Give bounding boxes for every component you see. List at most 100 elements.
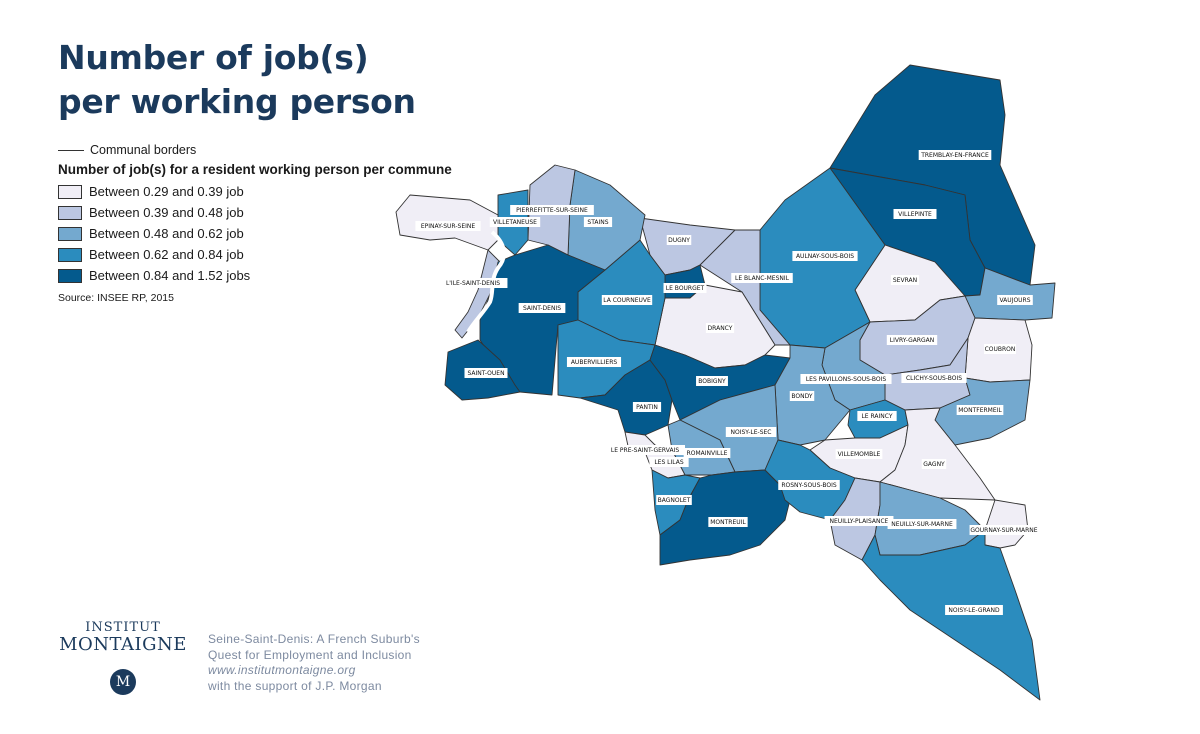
label-bg-les-pavillons-sous-bois: [800, 374, 892, 384]
label-villemomble: VILLEMOMBLE: [838, 451, 881, 458]
label-bagnolet: BAGNOLET: [658, 497, 691, 504]
label-aubervilliers: AUBERVILLIERS: [571, 359, 618, 366]
credit-line-1: Seine-Saint-Denis: A French Suburb's: [208, 632, 420, 646]
institut-montaigne-logo: INSTITUT MONTAIGNE M: [58, 620, 188, 695]
legend-item: Between 0.84 and 1.52 jobs: [58, 265, 452, 286]
label-montfermeil: MONTFERMEIL: [958, 407, 1002, 414]
credit-line-2: Quest for Employment and Inclusion: [208, 647, 412, 662]
legend-item-label: Between 0.48 and 0.62 job: [89, 226, 244, 241]
label-les-lilas: LES LILAS: [654, 459, 684, 466]
label-clichy-sous-bois: CLICHY-SOUS-BOIS: [906, 375, 962, 382]
map-title: Number of job(s) per working person: [58, 36, 416, 124]
label-bg-romainville: [683, 448, 731, 458]
label-bg-neuilly-plaisance: [824, 516, 894, 526]
legend-item: Between 0.29 and 0.39 job: [58, 181, 452, 202]
legend: Communal borders Number of job(s) for a …: [58, 142, 452, 304]
label-rosny-sous-bois: ROSNY-SOUS-BOIS: [781, 482, 836, 489]
label-bg-sevran: [890, 275, 920, 285]
logo-line-2: MONTAIGNE: [59, 634, 187, 655]
label-noisy-le-sec: NOISY-LE-SEC: [731, 429, 772, 436]
publication-credit: Seine-Saint-Denis: A French Suburb's Que…: [208, 632, 420, 694]
label-bg-montfermeil: [956, 405, 1004, 415]
credit-line-4: with the support of J.P. Morgan: [208, 678, 382, 693]
label-le-blanc-mesnil: LE BLANC-MESNIL: [735, 275, 790, 282]
legend-item-label: Between 0.84 and 1.52 jobs: [89, 268, 251, 283]
title-line-2: per working person: [58, 82, 416, 121]
label-l-ile-saint-denis: L'ILE-SAINT-DENIS: [446, 280, 500, 287]
label-livry-gargan: LIVRY-GARGAN: [890, 337, 935, 344]
legend-item-label: Between 0.39 and 0.48 job: [89, 205, 244, 220]
source-note: Source: INSEE RP, 2015: [58, 292, 174, 304]
label-bg-vaujours: [997, 295, 1033, 305]
label-bg-le-bourget: [663, 283, 707, 293]
legend-swatch: [58, 247, 82, 262]
label-bg-aubervilliers: [566, 357, 622, 367]
label-bg-montreuil: [708, 517, 748, 527]
label-bg-les-lilas: [649, 457, 689, 467]
label-bg-gagny: [921, 459, 947, 469]
label-aulnay-sous-bois: AULNAY-SOUS-BOIS: [796, 253, 854, 260]
label-tremblay-en-france: TREMBLAY-EN-FRANCE: [920, 152, 989, 159]
label-drancy: DRANCY: [708, 325, 733, 332]
label-romainville: ROMAINVILLE: [687, 450, 728, 457]
label-bg-livry-gargan: [886, 335, 938, 345]
label-bg-tremblay-en-france: [918, 150, 992, 160]
label-le-raincy: LE RAINCY: [861, 413, 892, 420]
label-bg-saint-denis: [518, 303, 566, 313]
label-bg-villemomble: [835, 449, 883, 459]
label-bg-le-blanc-mesnil: [731, 273, 793, 283]
label-le-bourget: LE BOURGET: [666, 285, 705, 292]
label-noisy-le-grand: NOISY-LE-GRAND: [948, 607, 1000, 614]
label-bg-clichy-sous-bois: [901, 373, 967, 383]
label-bg-bagnolet: [656, 495, 692, 505]
legend-item-label: Between 0.62 and 0.84 job: [89, 247, 244, 262]
label-bg-noisy-le-grand: [945, 605, 1003, 615]
label-bg-pierrefitte-sur-seine: [510, 205, 594, 215]
legend-subtitle: Number of job(s) for a resident working …: [58, 162, 452, 177]
label-bg-villetaneuse: [489, 217, 541, 227]
label-bg-rosny-sous-bois: [778, 480, 840, 490]
logo-emblem-icon: M: [110, 669, 136, 695]
legend-swatch: [58, 184, 82, 199]
label-pierrefitte-sur-seine: PIERREFITTE-SUR-SEINE: [516, 207, 588, 214]
label-neuilly-sur-marne: NEUILLY-SUR-MARNE: [891, 521, 953, 528]
label-stains: STAINS: [587, 219, 608, 226]
label-la-courneuve: LA COURNEUVE: [603, 297, 651, 304]
label-bg-pantin: [632, 402, 662, 412]
label-sevran: SEVRAN: [893, 277, 917, 284]
legend-item: Between 0.39 and 0.48 job: [58, 202, 452, 223]
label-bg-la-courneuve: [601, 295, 653, 305]
label-vaujours: VAUJOURS: [999, 297, 1030, 304]
label-bg-dugny: [666, 235, 692, 245]
legend-items: Between 0.29 and 0.39 job Between 0.39 an…: [58, 181, 452, 286]
label-bg-drancy: [705, 323, 735, 333]
label-dugny: DUGNY: [668, 237, 690, 244]
legend-item: Between 0.48 and 0.62 job: [58, 223, 452, 244]
legend-swatch: [58, 226, 82, 241]
label-pantin: PANTIN: [636, 404, 658, 411]
label-saint-ouen: SAINT-OUEN: [467, 370, 504, 377]
commune-labels: TREMBLAY-EN-FRANCE VILLEPINTE SEVRAN VAUJOU…: [415, 150, 1039, 615]
label-bg-l-ile-saint-denis: [438, 278, 508, 288]
legend-item: Between 0.62 and 0.84 job: [58, 244, 452, 265]
label-montreuil: MONTREUIL: [710, 519, 746, 526]
legend-swatch: [58, 268, 82, 283]
label-bg-saint-ouen: [464, 368, 508, 378]
label-bg-gournay-sur-marne: [969, 525, 1039, 535]
legend-border-row: Communal borders: [58, 142, 452, 158]
label-coubron: COUBRON: [985, 346, 1016, 353]
label-saint-denis: SAINT-DENIS: [523, 305, 561, 312]
label-bg-epinay-sur-seine: [415, 221, 481, 231]
legend-swatch: [58, 205, 82, 220]
label-les-pavillons-sous-bois: LES PAVILLONS-SOUS-BOIS: [806, 376, 887, 383]
label-le-pre-saint-gervais: LE PRE-SAINT-GERVAIS: [611, 447, 679, 454]
label-epinay-sur-seine: EPINAY-SUR-SEINE: [421, 223, 476, 230]
label-bg-villepinte: [893, 209, 937, 219]
title-line-1: Number of job(s): [58, 38, 369, 77]
label-bg-neuilly-sur-marne: [887, 519, 957, 529]
legend-item-label: Between 0.29 and 0.39 job: [89, 184, 244, 199]
credit-website: www.institutmontaigne.org: [208, 663, 356, 677]
legend-border-label: Communal borders: [90, 143, 197, 157]
label-bg-coubron: [984, 344, 1016, 354]
label-gagny: GAGNY: [923, 461, 945, 468]
